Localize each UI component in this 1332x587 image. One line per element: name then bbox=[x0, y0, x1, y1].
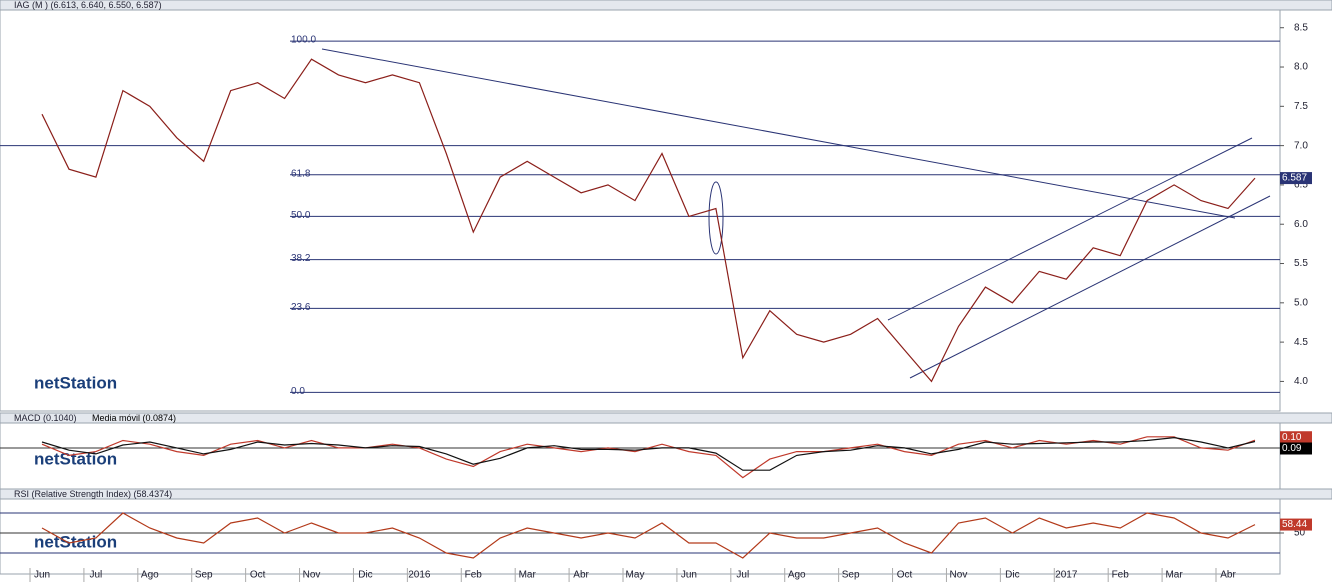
x-tick-label: Jul bbox=[90, 570, 103, 581]
x-tick-label: 2017 bbox=[1055, 570, 1078, 581]
x-tick-label: Sep bbox=[842, 570, 860, 581]
y-tick-label: 5.0 bbox=[1294, 297, 1308, 308]
watermark: netStation bbox=[34, 449, 117, 468]
last-value-box bbox=[1280, 442, 1312, 455]
y-tick-label: 6.0 bbox=[1294, 219, 1308, 230]
fib-label: 0.0 bbox=[291, 386, 305, 397]
fib-label: 100.0 bbox=[291, 35, 316, 46]
panel-header bbox=[0, 0, 1332, 11]
fib-label: 61.8 bbox=[291, 168, 311, 179]
fib-label: 50.0 bbox=[291, 210, 311, 221]
x-tick-label: Ago bbox=[788, 570, 806, 581]
watermark: netStation bbox=[34, 373, 117, 392]
channel-bottom bbox=[909, 195, 1271, 379]
x-tick-label: Mar bbox=[519, 570, 537, 581]
x-tick-label: Abr bbox=[573, 570, 589, 581]
last-value-box bbox=[1280, 518, 1312, 531]
x-tick-label: Jun bbox=[34, 570, 50, 581]
last-value-label: 0.09 bbox=[1282, 443, 1302, 454]
channel-top bbox=[887, 137, 1253, 321]
x-tick-label: Jun bbox=[681, 570, 697, 581]
last-value-box bbox=[1280, 431, 1312, 444]
panel-title: IAG (M ) (6.613, 6.640, 6.550, 6.587) bbox=[14, 0, 162, 10]
y-tick-label: 7.5 bbox=[1294, 101, 1308, 112]
x-tick-label: Sep bbox=[195, 570, 213, 581]
panel-title: RSI (Relative Strength Index) (58.4374) bbox=[14, 489, 172, 499]
series-line bbox=[41, 512, 1256, 559]
x-tick-label: Ago bbox=[141, 570, 159, 581]
y-tick-label: 7.0 bbox=[1294, 140, 1308, 151]
fib-label: 38.2 bbox=[291, 253, 311, 264]
plot-frame bbox=[0, 9, 1281, 412]
y-tick-label: 8.5 bbox=[1294, 22, 1308, 33]
panel-header bbox=[0, 488, 1332, 500]
y-tick-label: 4.0 bbox=[1294, 376, 1308, 387]
panel-subtitle: Media móvil (0.0874) bbox=[92, 413, 176, 423]
x-tick-label: Dic bbox=[1005, 570, 1019, 581]
x-tick-label: Nov bbox=[950, 570, 968, 581]
series-line bbox=[41, 436, 1256, 479]
fib-label: 23.6 bbox=[291, 302, 311, 313]
x-tick-label: Abr bbox=[1220, 570, 1236, 581]
last-value-label: 6.587 bbox=[1282, 173, 1307, 184]
x-tick-label: Oct bbox=[250, 570, 266, 581]
last-value-box bbox=[1280, 172, 1312, 185]
last-value-label: 58.44 bbox=[1282, 519, 1307, 530]
x-tick-label: Feb bbox=[1112, 570, 1130, 581]
x-tick-label: Mar bbox=[1165, 570, 1183, 581]
panel-header bbox=[0, 412, 1332, 424]
x-tick-label: Dic bbox=[358, 570, 372, 581]
x-tick-label: 2016 bbox=[408, 570, 431, 581]
y-tick-label: 6.5 bbox=[1294, 180, 1308, 191]
y-tick-label: 4.5 bbox=[1294, 337, 1308, 348]
x-tick-label: Oct bbox=[897, 570, 913, 581]
x-tick-label: Nov bbox=[303, 570, 321, 581]
plot-frame bbox=[0, 498, 1281, 575]
panel-title: MACD (0.1040) bbox=[14, 413, 77, 423]
x-tick-label: Jul bbox=[736, 570, 749, 581]
x-tick-label: May bbox=[626, 570, 645, 581]
y-tick-label: 5.5 bbox=[1294, 258, 1308, 269]
x-tick-label: Feb bbox=[465, 570, 483, 581]
series-line bbox=[41, 436, 1256, 471]
last-value-label: 0.10 bbox=[1282, 432, 1302, 443]
highlight-ellipse bbox=[708, 181, 724, 255]
y-tick-label: 50 bbox=[1294, 528, 1306, 539]
series-line bbox=[41, 58, 1256, 383]
trendline bbox=[321, 48, 1236, 219]
y-tick-label: 8.0 bbox=[1294, 62, 1308, 73]
